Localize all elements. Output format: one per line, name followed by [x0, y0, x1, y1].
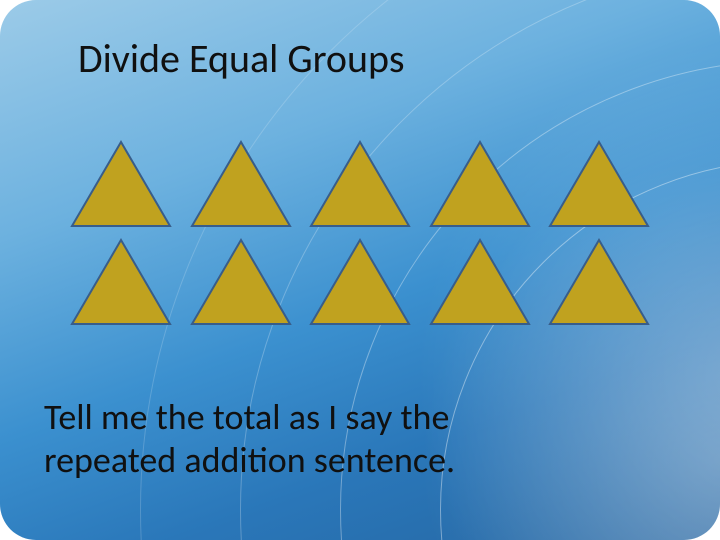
slide-title: Divide Equal Groups [78, 34, 404, 83]
triangle-icon [66, 236, 176, 328]
instruction-line: Tell me the total as I say the [44, 396, 664, 439]
triangle-icon [305, 138, 415, 230]
triangle-icon [186, 138, 296, 230]
triangle-icon [305, 236, 415, 328]
slide: Divide Equal Groups Tell me the total as… [0, 0, 720, 540]
triangle-icon [186, 236, 296, 328]
triangle-icon [544, 236, 654, 328]
instruction-text: Tell me the total as I say the repeated … [44, 396, 664, 482]
triangle-icon [544, 138, 654, 230]
triangle-icon [425, 236, 535, 328]
instruction-line: repeated addition sentence. [44, 439, 664, 482]
triangles-grid [66, 138, 654, 334]
triangle-row [66, 138, 654, 230]
triangle-icon [66, 138, 176, 230]
triangle-icon [425, 138, 535, 230]
triangle-row [66, 236, 654, 328]
